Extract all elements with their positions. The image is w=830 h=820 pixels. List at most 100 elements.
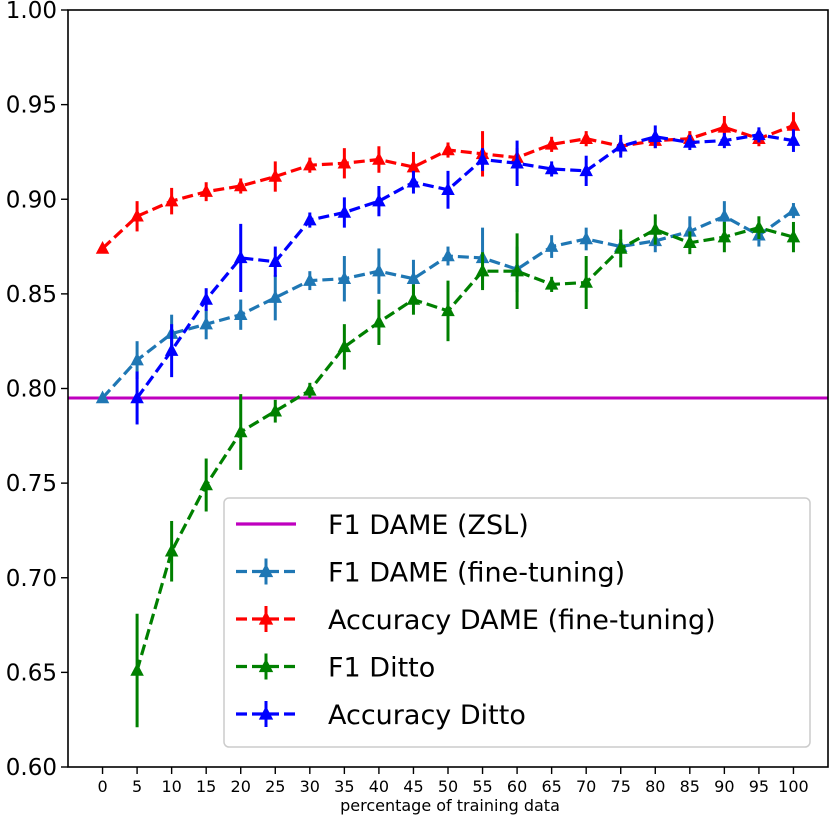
legend: F1 DAME (ZSL) F1 DAME (fine-tuning) Accura… <box>223 497 811 748</box>
x-tick-label: 90 <box>714 777 734 796</box>
x-tick-label: 20 <box>231 777 251 796</box>
data-point <box>510 155 524 169</box>
series-3 <box>130 125 801 425</box>
data-point <box>510 263 524 277</box>
data-point <box>95 390 110 404</box>
data-point <box>717 208 732 222</box>
legend-marker <box>258 563 274 578</box>
data-point <box>544 276 559 290</box>
data-point <box>268 254 283 267</box>
data-point <box>303 273 317 286</box>
data-point <box>337 155 352 169</box>
data-point <box>544 136 559 150</box>
data-point <box>786 229 801 243</box>
y-tick-label: 0.85 <box>6 282 57 308</box>
data-point <box>233 250 248 264</box>
data-point <box>441 142 455 156</box>
data-point <box>233 178 248 192</box>
x-tick-label: 10 <box>161 777 181 796</box>
legend-entry-0: F1 DAME (ZSL) <box>236 510 529 541</box>
data-point <box>164 193 179 207</box>
data-point <box>613 240 628 254</box>
y-tick-label: 0.80 <box>6 377 57 403</box>
series-line <box>135 133 794 399</box>
y-tick-label: 0.95 <box>6 93 57 119</box>
legend-entry-3: F1 Ditto <box>236 653 435 684</box>
legend-entry-2: Accuracy DAME (fine-tuning) <box>236 605 716 636</box>
data-point <box>579 131 593 144</box>
x-axis-label: percentage of training data <box>340 796 560 815</box>
data-point <box>372 193 386 207</box>
x-tick-label: 35 <box>334 777 354 796</box>
data-point <box>475 152 490 165</box>
data-point <box>579 231 593 245</box>
y-tick-label: 0.65 <box>6 660 57 686</box>
legend-entry-1: F1 DAME (fine-tuning) <box>236 558 625 589</box>
data-point <box>717 119 732 133</box>
x-tick-label: 55 <box>472 777 492 796</box>
x-tick-label: 85 <box>680 777 700 796</box>
legend-label: Accuracy DAME (fine-tuning) <box>328 605 716 636</box>
data-point <box>579 275 593 288</box>
data-point <box>199 184 213 197</box>
legend-label: Accuracy Ditto <box>328 700 526 731</box>
data-point <box>786 133 801 146</box>
data-point <box>372 263 386 277</box>
x-tick-label: 25 <box>265 777 285 796</box>
data-point <box>441 182 455 196</box>
x-tick-label: 30 <box>300 777 320 796</box>
data-point <box>130 390 144 404</box>
data-point <box>199 316 213 330</box>
data-point <box>199 477 213 491</box>
data-point <box>544 239 559 252</box>
x-tick-label: 75 <box>611 777 631 796</box>
data-point <box>303 382 317 396</box>
data-point <box>648 222 663 235</box>
legend-marker <box>258 658 274 673</box>
x-tick-label: 0 <box>97 777 107 796</box>
data-point <box>441 248 455 262</box>
data-point <box>199 292 213 305</box>
y-tick-label: 1.00 <box>6 0 57 24</box>
data-point <box>303 157 317 171</box>
data-point <box>717 229 732 243</box>
legend-entry-4: Accuracy Ditto <box>236 700 526 731</box>
data-point <box>752 127 766 141</box>
data-point <box>268 169 283 182</box>
data-point <box>613 138 628 152</box>
data-point <box>337 204 352 218</box>
data-point <box>233 307 248 320</box>
data-point <box>130 208 144 222</box>
data-point <box>406 159 421 173</box>
y-tick-label: 0.90 <box>6 187 57 213</box>
y-tick-label: 0.70 <box>6 566 57 592</box>
axes: 0.60 0.65 0.70 0.75 0.80 0.85 0.90 0.95 1.00 0 5 10… <box>6 0 829 796</box>
data-point <box>406 271 421 284</box>
data-point <box>406 174 421 188</box>
x-tick-label: 100 <box>778 777 809 796</box>
data-point <box>372 314 386 328</box>
x-tick-label: 60 <box>507 777 527 796</box>
x-tick-label: 70 <box>576 777 596 796</box>
x-tick-label: 65 <box>541 777 561 796</box>
y-tick-label: 0.60 <box>6 755 57 781</box>
data-point <box>164 343 179 356</box>
data-point <box>268 290 283 303</box>
data-point <box>786 203 801 216</box>
data-point <box>130 352 144 366</box>
data-point <box>683 223 697 237</box>
data-point <box>648 129 663 143</box>
x-tick-label: 80 <box>645 777 665 796</box>
legend-marker <box>258 706 274 720</box>
data-point <box>337 271 352 284</box>
series-line <box>135 225 794 671</box>
legend-label: F1 DAME (fine-tuning) <box>328 558 625 589</box>
data-point <box>717 133 732 146</box>
x-tick-label: 95 <box>749 777 769 796</box>
data-point <box>164 543 179 557</box>
data-point <box>683 134 697 148</box>
data-point <box>130 662 144 676</box>
data-point <box>475 263 490 277</box>
y-tick-label: 0.75 <box>6 471 57 497</box>
